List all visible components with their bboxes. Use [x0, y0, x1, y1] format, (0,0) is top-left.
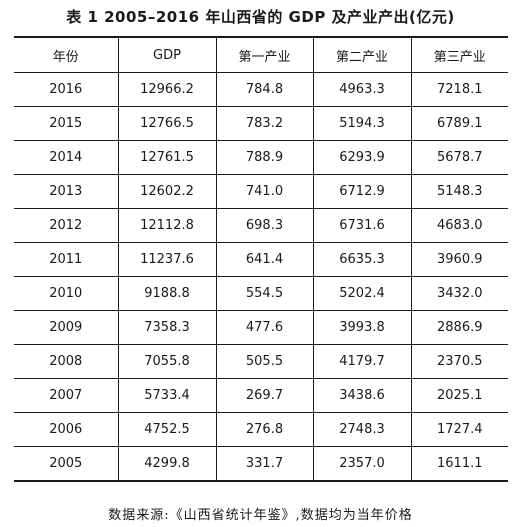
cell-secondary: 6712.9 [312, 174, 411, 209]
cell-tertiary: 1611.1 [410, 446, 508, 480]
cell-primary: 783.2 [215, 106, 313, 141]
cell-gdp: 12761.5 [117, 140, 216, 175]
cell-primary: 641.4 [215, 242, 313, 277]
table-row: 2013 12602.2 741.0 6712.9 5148.3 [14, 174, 508, 209]
cell-primary: 741.0 [215, 174, 313, 209]
cell-primary: 269.7 [215, 378, 313, 413]
cell-year: 2010 [14, 276, 118, 311]
cell-gdp: 9188.8 [117, 276, 216, 311]
cell-tertiary: 2370.5 [410, 344, 508, 379]
source-note: 数据来源:《山西省统计年鉴》,数据均为当年价格 [108, 508, 413, 523]
cell-gdp: 12602.2 [117, 174, 216, 209]
table-row: 2011 11237.6 641.4 6635.3 3960.9 [14, 242, 508, 277]
cell-gdp: 12112.8 [117, 208, 216, 243]
cell-gdp: 7358.3 [117, 310, 216, 345]
cell-secondary: 4963.3 [312, 72, 411, 107]
cell-year: 2012 [14, 208, 118, 243]
table-row: 2015 12766.5 783.2 5194.3 6789.1 [14, 106, 508, 141]
cell-primary: 505.5 [215, 344, 313, 379]
header-secondary-industry: 第二产业 [312, 38, 411, 73]
header-year: 年份 [14, 38, 118, 73]
cell-tertiary: 2025.1 [410, 378, 508, 413]
cell-tertiary: 3960.9 [410, 242, 508, 277]
header-tertiary-industry: 第三产业 [410, 38, 508, 73]
cell-year: 2016 [14, 72, 118, 107]
table-header-row: 年份 GDP 第一产业 第二产业 第三产业 [14, 38, 508, 73]
cell-secondary: 6635.3 [312, 242, 411, 277]
cell-primary: 788.9 [215, 140, 313, 175]
table-row: 2006 4752.5 276.8 2748.3 1727.4 [14, 412, 508, 447]
cell-secondary: 3438.6 [312, 378, 411, 413]
cell-primary: 331.7 [215, 446, 313, 480]
cell-year: 2006 [14, 412, 118, 447]
table-row: 2014 12761.5 788.9 6293.9 5678.7 [14, 140, 508, 175]
cell-year: 2014 [14, 140, 118, 175]
cell-gdp: 5733.4 [117, 378, 216, 413]
cell-year: 2011 [14, 242, 118, 277]
cell-year: 2007 [14, 378, 118, 413]
cell-gdp: 12966.2 [117, 72, 216, 107]
table-row: 2016 12966.2 784.8 4963.3 7218.1 [14, 72, 508, 107]
table-row: 2005 4299.8 331.7 2357.0 1611.1 [14, 446, 508, 480]
cell-year: 2008 [14, 344, 118, 379]
cell-secondary: 5194.3 [312, 106, 411, 141]
cell-gdp: 12766.5 [117, 106, 216, 141]
cell-primary: 477.6 [215, 310, 313, 345]
cell-tertiary: 4683.0 [410, 208, 508, 243]
cell-secondary: 4179.7 [312, 344, 411, 379]
gdp-table: 年份 GDP 第一产业 第二产业 第三产业 2016 12966.2 784.8 49… [14, 38, 508, 480]
cell-primary: 698.3 [215, 208, 313, 243]
table-row: 2007 5733.4 269.7 3438.6 2025.1 [14, 378, 508, 413]
cell-year: 2015 [14, 106, 118, 141]
cell-tertiary: 3432.0 [410, 276, 508, 311]
cell-tertiary: 7218.1 [410, 72, 508, 107]
cell-secondary: 3993.8 [312, 310, 411, 345]
table-title: 表 1 2005–2016 年山西省的 GDP 及产业产出(亿元) [66, 8, 455, 26]
table-row: 2009 7358.3 477.6 3993.8 2886.9 [14, 310, 508, 345]
cell-year: 2013 [14, 174, 118, 209]
cell-tertiary: 6789.1 [410, 106, 508, 141]
cell-secondary: 6293.9 [312, 140, 411, 175]
gdp-table-container: 年份 GDP 第一产业 第二产业 第三产业 2016 12966.2 784.8 49… [14, 36, 508, 482]
cell-gdp: 11237.6 [117, 242, 216, 277]
cell-secondary: 6731.6 [312, 208, 411, 243]
cell-tertiary: 2886.9 [410, 310, 508, 345]
cell-year: 2009 [14, 310, 118, 345]
table-row: 2008 7055.8 505.5 4179.7 2370.5 [14, 344, 508, 379]
cell-secondary: 2748.3 [312, 412, 411, 447]
cell-primary: 276.8 [215, 412, 313, 447]
cell-tertiary: 5148.3 [410, 174, 508, 209]
cell-primary: 554.5 [215, 276, 313, 311]
cell-secondary: 5202.4 [312, 276, 411, 311]
table-row: 2010 9188.8 554.5 5202.4 3432.0 [14, 276, 508, 311]
cell-secondary: 2357.0 [312, 446, 411, 480]
cell-gdp: 4752.5 [117, 412, 216, 447]
header-gdp: GDP [117, 38, 216, 73]
cell-gdp: 4299.8 [117, 446, 216, 480]
header-primary-industry: 第一产业 [215, 38, 313, 73]
table-body: 2016 12966.2 784.8 4963.3 7218.1 2015 12766.5 7… [14, 72, 508, 480]
cell-tertiary: 5678.7 [410, 140, 508, 175]
cell-gdp: 7055.8 [117, 344, 216, 379]
cell-primary: 784.8 [215, 72, 313, 107]
table-row: 2012 12112.8 698.3 6731.6 4683.0 [14, 208, 508, 243]
cell-year: 2005 [49, 456, 83, 471]
cell-tertiary: 1727.4 [410, 412, 508, 447]
